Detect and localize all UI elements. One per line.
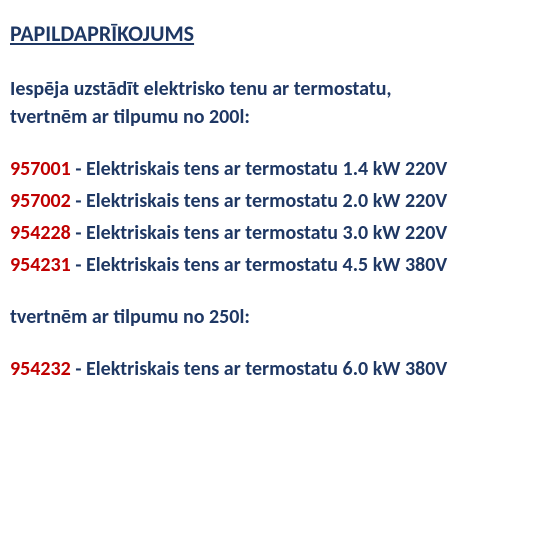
- product-code: 954231: [10, 253, 71, 277]
- product-line: 957002 - Elektriskais tens ar termostatu…: [10, 185, 550, 217]
- intro-text: Iespēja uzstādīt elektrisko tenu ar term…: [10, 75, 550, 103]
- product-code: 957002: [10, 189, 71, 213]
- document-content: PAPILDAPRĪKOJUMS Iespēja uzstādīt elektr…: [0, 0, 550, 385]
- product-code: 954232: [10, 357, 71, 381]
- product-line: 954231 - Elektriskais tens ar termostatu…: [10, 249, 550, 281]
- items-group-250l: 954232 - Elektriskais tens ar termostatu…: [10, 353, 550, 385]
- product-line: 954228 - Elektriskais tens ar termostatu…: [10, 217, 550, 249]
- product-code: 954228: [10, 221, 71, 245]
- product-desc: - Elektriskais tens ar termostatu 3.0 kW…: [71, 221, 447, 245]
- subsection-250l: tvertnēm ar tilpumu no 250l:: [10, 305, 550, 329]
- product-desc: - Elektriskais tens ar termostatu 1.4 kW…: [71, 157, 447, 181]
- product-code: 957001: [10, 157, 71, 181]
- product-line: 954232 - Elektriskais tens ar termostatu…: [10, 353, 550, 385]
- items-group-200l: 957001 - Elektriskais tens ar termostatu…: [10, 153, 550, 281]
- product-desc: - Elektriskais tens ar termostatu 4.5 kW…: [71, 253, 447, 277]
- product-desc: - Elektriskais tens ar termostatu 2.0 kW…: [71, 189, 447, 213]
- product-line: 957001 - Elektriskais tens ar termostatu…: [10, 153, 550, 185]
- subsection-200l: tvertnēm ar tilpumu no 200l:: [10, 105, 550, 129]
- document-title: PAPILDAPRĪKOJUMS: [10, 20, 550, 47]
- product-desc: - Elektriskais tens ar termostatu 6.0 kW…: [71, 357, 447, 381]
